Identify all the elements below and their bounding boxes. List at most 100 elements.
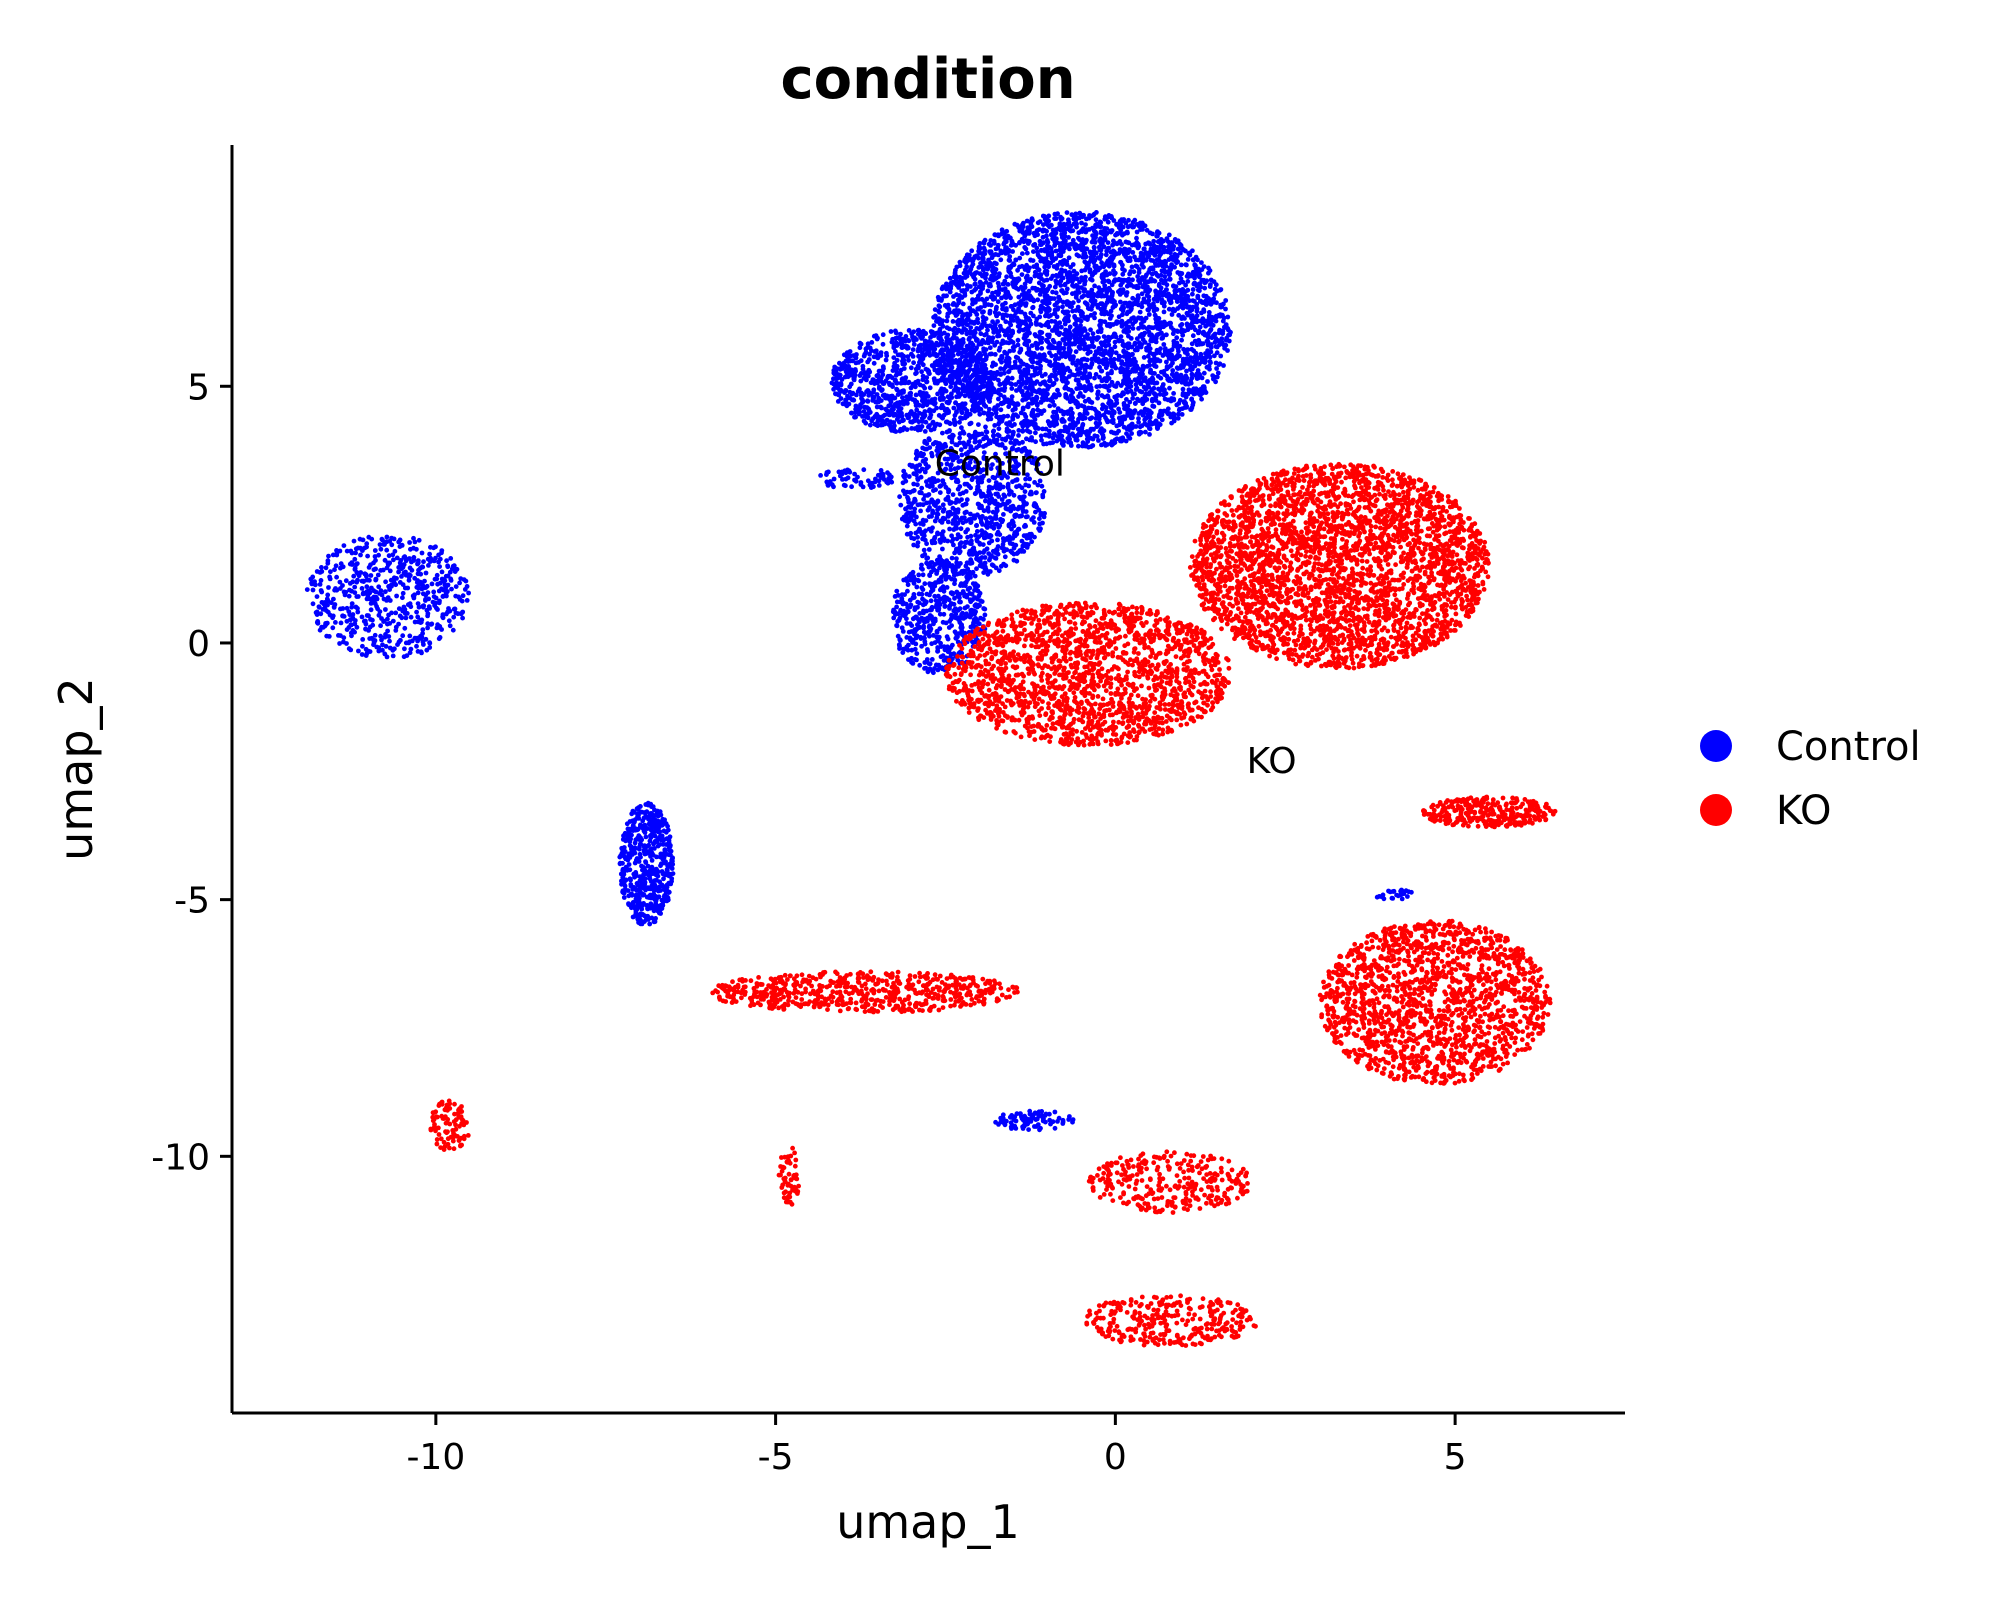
- data-point: [989, 411, 995, 417]
- data-point: [1199, 260, 1204, 265]
- data-point: [913, 392, 919, 398]
- data-point: [999, 295, 1004, 301]
- data-point: [957, 359, 963, 365]
- data-point: [1127, 399, 1133, 405]
- data-point: [1060, 304, 1065, 310]
- data-point: [1053, 248, 1059, 254]
- data-point: [1202, 385, 1207, 391]
- data-point: [857, 409, 863, 415]
- data-point: [1066, 337, 1072, 343]
- chart-title: condition: [780, 47, 1075, 112]
- data-point: [905, 415, 911, 421]
- data-point: [959, 330, 965, 335]
- data-point: [1010, 249, 1015, 254]
- data-point: [1022, 311, 1028, 317]
- data-point: [1189, 375, 1195, 381]
- data-point: [915, 540, 921, 545]
- data-point: [1129, 421, 1135, 427]
- data-point: [949, 378, 955, 383]
- data-point: [1005, 282, 1011, 287]
- data-point: [1219, 336, 1225, 342]
- data-point: [1074, 252, 1080, 258]
- data-point: [1062, 350, 1067, 355]
- data-point: [984, 546, 990, 552]
- data-point: [951, 373, 957, 378]
- data-point: [993, 306, 999, 312]
- data-point: [998, 372, 1004, 377]
- data-point: [1028, 310, 1034, 316]
- data-point: [902, 376, 908, 382]
- data-point: [907, 391, 913, 396]
- data-point: [924, 379, 929, 385]
- data-point: [1051, 339, 1057, 345]
- data-point: [1076, 360, 1081, 365]
- data-point: [1082, 346, 1087, 352]
- data-point: [926, 339, 932, 344]
- data-point: [995, 299, 1001, 305]
- data-point: [1102, 283, 1108, 288]
- data-point: [940, 284, 946, 290]
- data-point: [1174, 379, 1180, 385]
- data-point: [1133, 359, 1138, 365]
- data-point: [1098, 326, 1104, 332]
- data-point: [1009, 375, 1015, 381]
- data-point: [937, 304, 943, 310]
- data-point: [1003, 364, 1008, 370]
- data-point: [1009, 365, 1014, 371]
- data-point: [996, 347, 1002, 353]
- data-point: [1122, 231, 1127, 237]
- data-point: [1140, 337, 1146, 343]
- data-point: [1118, 282, 1124, 288]
- data-point: [1184, 262, 1189, 268]
- data-point: [832, 364, 838, 370]
- data-point: [973, 392, 979, 398]
- data-point: [1016, 294, 1022, 300]
- data-point: [997, 323, 1003, 329]
- data-point: [908, 365, 914, 371]
- data-point: [944, 304, 950, 310]
- data-point: [1007, 254, 1013, 259]
- data-point: [979, 324, 985, 329]
- data-point: [1039, 339, 1044, 345]
- data-point: [1024, 218, 1030, 224]
- data-point: [1057, 221, 1063, 227]
- data-point: [1152, 380, 1157, 386]
- data-point: [1080, 413, 1086, 419]
- data-point: [1192, 298, 1197, 304]
- data-point: [920, 362, 926, 368]
- data-point: [1096, 346, 1102, 351]
- data-point: [931, 323, 937, 328]
- data-point: [1064, 328, 1070, 334]
- data-point: [1104, 290, 1110, 295]
- data-point: [1148, 325, 1154, 330]
- data-point: [1069, 398, 1075, 404]
- data-point: [1092, 239, 1097, 244]
- data-point: [1040, 285, 1046, 291]
- scatter-points: [304, 210, 1558, 1348]
- data-point: [1199, 396, 1204, 402]
- data-point: [1183, 373, 1189, 379]
- data-point: [892, 360, 897, 366]
- data-point: [911, 360, 916, 366]
- data-point: [1043, 313, 1048, 319]
- data-point: [1092, 315, 1097, 321]
- data-point: [867, 422, 873, 428]
- data-point: [1032, 351, 1037, 356]
- data-point: [1023, 385, 1028, 390]
- data-point: [1111, 268, 1116, 274]
- data-point: [1198, 318, 1203, 324]
- data-point: [967, 411, 973, 417]
- data-point: [960, 401, 965, 407]
- data-point: [889, 339, 895, 345]
- data-point: [942, 408, 948, 413]
- data-point: [1110, 420, 1116, 426]
- data-point: [1150, 403, 1156, 409]
- data-point: [877, 351, 883, 357]
- data-point: [1155, 298, 1160, 304]
- data-point: [1138, 324, 1144, 330]
- data-point: [1137, 388, 1143, 394]
- data-point: [1038, 381, 1043, 387]
- data-point: [1126, 276, 1132, 282]
- data-point: [1111, 356, 1117, 362]
- data-point: [1133, 301, 1139, 307]
